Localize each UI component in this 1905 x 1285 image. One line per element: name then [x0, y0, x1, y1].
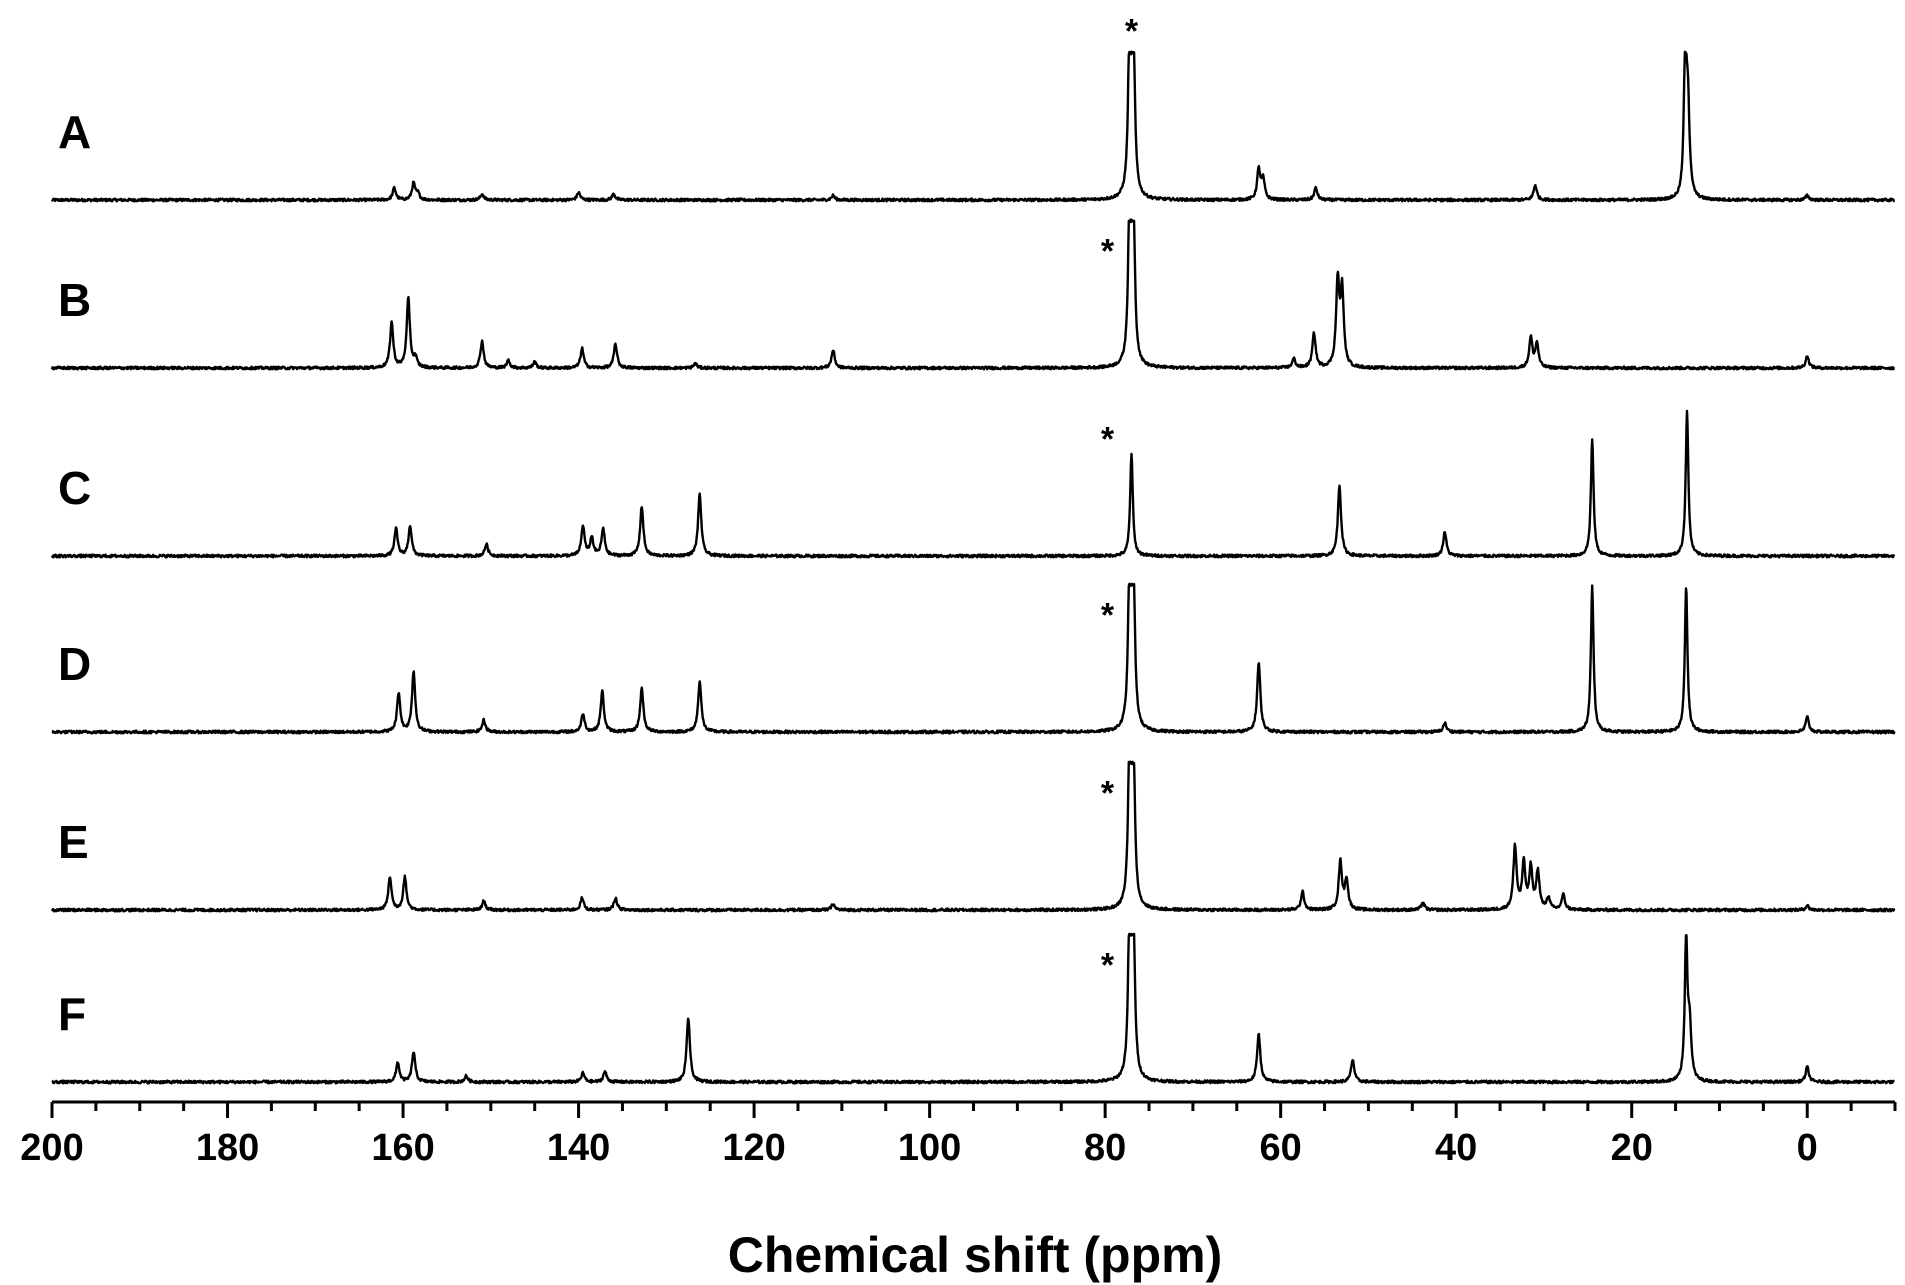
- spectrum-label-f: F: [58, 988, 86, 1040]
- reference-peak-marker: *: [1101, 947, 1115, 985]
- spectrum-trace-a: [52, 52, 1895, 202]
- spectra-group: A*B*C*D*E*F*: [52, 13, 1895, 1084]
- x-tick-label: 20: [1611, 1127, 1653, 1169]
- x-axis-title: Chemical shift (ppm): [728, 1227, 1222, 1283]
- x-tick-label: 120: [722, 1127, 785, 1169]
- spectrum-trace-d: [52, 584, 1895, 734]
- reference-peak-marker: *: [1101, 775, 1115, 813]
- spectrum-trace-c: [52, 411, 1895, 557]
- spectrum-b: B*: [52, 220, 1895, 370]
- x-tick-label: 40: [1435, 1127, 1477, 1169]
- spectrum-label-e: E: [58, 816, 89, 868]
- x-tick-label: 60: [1260, 1127, 1302, 1169]
- spectrum-f: F*: [52, 934, 1895, 1084]
- spectrum-d: D*: [52, 584, 1895, 734]
- x-tick-label: 200: [20, 1127, 83, 1169]
- spectrum-trace-e: [52, 762, 1895, 912]
- reference-peak-marker: *: [1101, 597, 1115, 635]
- x-axis: 200180160140120100806040200: [20, 1102, 1895, 1169]
- spectrum-label-a: A: [58, 106, 91, 158]
- reference-peak-marker: *: [1101, 233, 1115, 271]
- x-tick-label: 180: [196, 1127, 259, 1169]
- x-tick-label: 80: [1084, 1127, 1126, 1169]
- x-tick-label: 0: [1797, 1127, 1818, 1169]
- spectrum-label-b: B: [58, 274, 91, 326]
- spectrum-c: C*: [52, 411, 1895, 557]
- spectrum-trace-f: [52, 934, 1895, 1084]
- x-tick-label: 100: [898, 1127, 961, 1169]
- reference-peak-marker: *: [1125, 13, 1139, 51]
- reference-peak-marker: *: [1101, 421, 1115, 459]
- spectrum-a: A*: [52, 13, 1895, 202]
- spectrum-e: E*: [52, 762, 1895, 912]
- x-tick-label: 160: [371, 1127, 434, 1169]
- spectrum-trace-b: [52, 220, 1895, 370]
- x-tick-label: 140: [547, 1127, 610, 1169]
- spectrum-label-c: C: [58, 462, 91, 514]
- spectrum-label-d: D: [58, 638, 91, 690]
